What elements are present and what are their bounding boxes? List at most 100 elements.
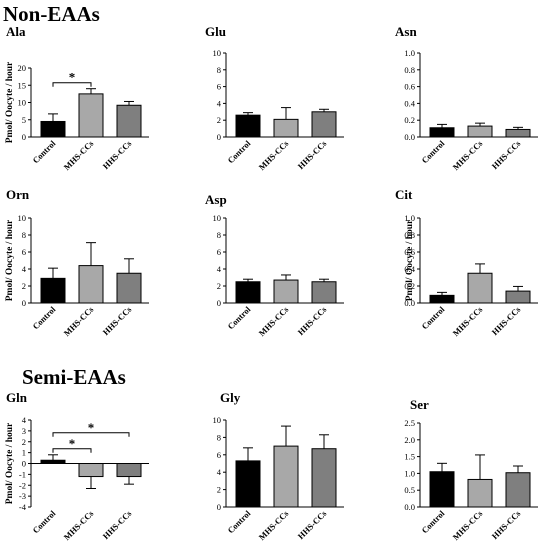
bar-hhs-ccs	[311, 448, 337, 508]
y-tick-label: 8	[217, 230, 221, 240]
y-tick-label: 10	[213, 48, 222, 58]
category-label-control: Control	[419, 138, 446, 165]
significance-bracket	[52, 448, 92, 453]
chart-title: Gly	[220, 390, 241, 405]
chart-gly: Gly 0 2 4 6 8 10 Control MHS-CCs HHS-CCs	[213, 390, 344, 542]
category-label-mhs-ccs: MHS-CCs	[257, 138, 291, 172]
y-tick-label: 0	[22, 459, 26, 469]
y-tick-label: 10	[213, 213, 222, 223]
y-tick-label: 0.8	[404, 65, 415, 75]
category-label-mhs-ccs: MHS-CCs	[62, 138, 96, 172]
y-tick-label: 0.6	[404, 82, 415, 92]
category-label-mhs-ccs: MHS-CCs	[62, 304, 96, 338]
bar-mhs-ccs	[78, 265, 104, 304]
y-tick-label: 10	[18, 98, 27, 108]
bar-hhs-ccs	[505, 472, 531, 508]
chart-asp: Asp 0 2 4 6 8 10 Control MHS-CCs HHS-CCs	[205, 192, 344, 338]
y-tick-label: 0.0	[404, 132, 415, 142]
chart-title: Gln	[6, 390, 28, 405]
y-tick-label: 0	[22, 132, 26, 142]
category-label-control: Control	[30, 508, 57, 535]
y-tick-label: 6	[22, 247, 26, 257]
bar-hhs-ccs	[311, 281, 337, 304]
category-label-mhs-ccs: MHS-CCs	[451, 138, 485, 172]
category-label-control: Control	[30, 138, 57, 165]
y-axis-label: Pmol/ Oocyte / hour	[5, 61, 15, 143]
y-tick-label: 0.8	[404, 230, 415, 240]
y-tick-label: 0.2	[404, 281, 415, 291]
bar-control	[429, 127, 455, 138]
bar-hhs-ccs	[116, 272, 142, 304]
y-tick-label: 1	[22, 448, 26, 458]
y-tick-label: 1.0	[404, 468, 415, 478]
y-tick-label: 6	[217, 450, 221, 460]
category-label-control: Control	[30, 304, 57, 331]
y-tick-label: 4	[22, 415, 27, 425]
bar-control	[40, 277, 66, 304]
y-tick-label: 0	[22, 298, 26, 308]
y-tick-label: 4	[217, 264, 222, 274]
y-tick-label: 2	[217, 115, 221, 125]
bar-hhs-ccs	[311, 111, 337, 138]
category-label-hhs-ccs: HHS-CCs	[490, 138, 523, 171]
y-tick-label: 2	[22, 281, 26, 291]
y-tick-label: 10	[18, 213, 27, 223]
bar-control	[235, 460, 261, 508]
y-tick-label: -1	[19, 469, 26, 479]
y-tick-label: 5	[22, 115, 26, 125]
bar-hhs-ccs	[116, 104, 142, 138]
bar-mhs-ccs	[78, 93, 104, 138]
bar-control	[429, 471, 455, 508]
y-axis-label: Pmol/ Oocyte / hour	[5, 422, 15, 504]
y-tick-label: 4	[217, 98, 222, 108]
y-tick-label: 1.0	[404, 213, 415, 223]
chart-title: Glu	[205, 24, 226, 39]
chart-asn: Asn 0.0 0.2 0.4 0.6 0.8 1.0 Control MHS-CCs HHS-C…	[395, 24, 538, 172]
significance-marker: *	[69, 70, 76, 85]
chart-title: Orn	[6, 187, 30, 202]
category-label-hhs-ccs: HHS-CCs	[490, 508, 523, 541]
y-tick-label: 8	[217, 65, 221, 75]
category-label-hhs-ccs: HHS-CCs	[296, 304, 329, 337]
category-label-control: Control	[419, 304, 446, 331]
y-tick-label: 2	[22, 437, 26, 447]
y-tick-label: 3	[22, 426, 26, 436]
y-tick-label: 1.0	[404, 48, 415, 58]
bar-control	[429, 294, 455, 304]
category-label-hhs-ccs: HHS-CCs	[296, 508, 329, 541]
y-tick-label: 2	[217, 485, 221, 495]
chart-title: Cit	[395, 187, 413, 202]
y-tick-label: 20	[18, 63, 27, 73]
section-title-semi-eaas: Semi-EAAs	[22, 365, 126, 389]
y-tick-label: 2	[217, 281, 221, 291]
category-label-mhs-ccs: MHS-CCs	[257, 508, 291, 542]
y-tick-label: 0.4	[404, 264, 415, 274]
y-axis-label: Pmol/ Oocyte / hour	[405, 219, 415, 301]
significance-bracket	[52, 432, 130, 437]
category-label-control: Control	[225, 508, 252, 535]
bar-mhs-ccs	[273, 118, 299, 138]
y-tick-label: 1.5	[404, 452, 415, 462]
chart-ser: Ser 0.0 0.5 1.0 1.5 2.0 2.5 Control MHS-CCs HHS-C…	[404, 397, 538, 542]
category-label-control: Control	[225, 138, 252, 165]
chart-title: Asp	[205, 192, 227, 207]
category-label-mhs-ccs: MHS-CCs	[257, 304, 291, 338]
section-title-non-eaas: Non-EAAs	[3, 2, 100, 26]
category-label-control: Control	[225, 304, 252, 331]
bar-hhs-ccs	[505, 128, 531, 138]
y-tick-label: 0	[217, 132, 221, 142]
chart-glu: Glu 0 2 4 6 8 10 Control MHS-CCs HHS-CCs	[205, 24, 344, 172]
bar-control	[40, 120, 66, 138]
category-label-hhs-ccs: HHS-CCs	[101, 508, 134, 541]
y-tick-label: 4	[22, 264, 27, 274]
y-tick-label: 0.2	[404, 115, 415, 125]
y-tick-label: 4	[217, 467, 222, 477]
y-tick-label: 8	[217, 432, 221, 442]
category-label-hhs-ccs: HHS-CCs	[101, 138, 134, 171]
significance-marker: *	[88, 420, 95, 435]
bar-hhs-ccs	[116, 463, 142, 478]
category-label-mhs-ccs: MHS-CCs	[451, 304, 485, 338]
